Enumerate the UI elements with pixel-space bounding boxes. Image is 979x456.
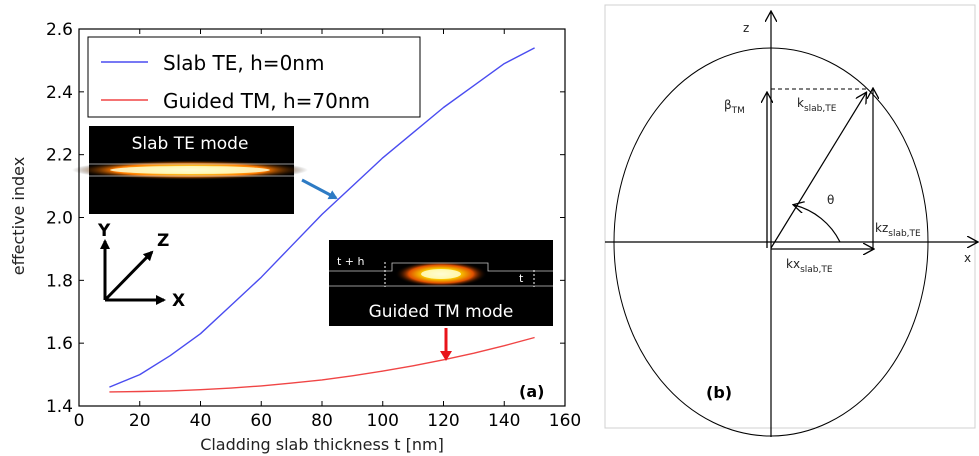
y-tick-label: 2.4 <box>46 83 73 103</box>
x-axis-label: x <box>964 251 971 265</box>
axes-triad: Y Z X <box>97 221 185 311</box>
y-tick-label: 1.6 <box>46 334 73 354</box>
legend-label-te: Slab TE, h=0nm <box>163 51 324 75</box>
guided-tm-inset: t + h t Guided TM mode <box>329 240 553 326</box>
x-tick-label: 20 <box>129 411 151 431</box>
diagram-panel-b: z x βTM kslab,TE kzslab,TE kxslab,TE θ (… <box>604 4 977 437</box>
theta-arc <box>794 205 841 243</box>
k-slab-te-vector <box>770 93 866 249</box>
x-tick-label: 160 <box>549 411 581 431</box>
panel-label-a: (a) <box>519 382 544 401</box>
x-tick-label: 40 <box>190 411 212 431</box>
thickness-t-label: t <box>519 272 524 285</box>
kz-slab-te-label: kzslab,TE <box>875 221 921 239</box>
guided-tm-label: Guided TM mode <box>369 302 514 322</box>
triad-x-label: X <box>172 291 185 311</box>
x-tick-label: 80 <box>311 411 333 431</box>
y-tick-label: 2.2 <box>46 146 73 166</box>
x-tick-label: 100 <box>367 411 399 431</box>
chart-panel-a: 0 20 40 60 80 100 120 140 160 1.4 1.6 1.8 2.0 2.2 2.4 2… <box>9 20 581 454</box>
slab-te-label: Slab TE mode <box>132 134 249 154</box>
series-line-guided-tm <box>109 336 535 393</box>
triad-y-label: Y <box>97 221 111 241</box>
triad-z-label: Z <box>157 231 169 251</box>
series-lines <box>109 47 535 393</box>
thickness-th-label: t + h <box>337 255 365 268</box>
x-axis-title: Cladding slab thickness t [nm] <box>200 435 444 454</box>
series-line-slab-te <box>109 47 535 388</box>
y-tick-label: 2.6 <box>46 20 73 40</box>
legend: Slab TE, h=0nm Guided TM, h=70nm <box>87 36 421 118</box>
theta-label: θ <box>827 193 834 207</box>
x-tick-label: 140 <box>488 411 520 431</box>
y-tick-label: 1.8 <box>46 271 73 291</box>
y-tick-label: 1.4 <box>46 397 73 417</box>
legend-label-tm: Guided TM, h=70nm <box>163 89 370 113</box>
slab-te-inset: Slab TE mode <box>72 126 308 214</box>
panel-label-b: (b) <box>706 383 732 402</box>
axis-ticks: 0 20 40 60 80 100 120 140 160 1.4 1.6 1.8 2.0 2.2 2.4 2… <box>46 20 581 431</box>
y-axis-title: effective index <box>9 157 28 275</box>
y-tick-label: 2.0 <box>46 209 73 229</box>
x-tick-label: 120 <box>427 411 459 431</box>
beta-tm-label: βTM <box>724 98 745 116</box>
k-slab-te-label: kslab,TE <box>797 96 837 114</box>
x-tick-label: 60 <box>250 411 272 431</box>
x-tick-label: 0 <box>74 411 85 431</box>
kx-slab-te-label: kxslab,TE <box>786 257 833 275</box>
te-pointer-arrow <box>301 178 338 200</box>
z-axis-label: z <box>743 21 749 35</box>
